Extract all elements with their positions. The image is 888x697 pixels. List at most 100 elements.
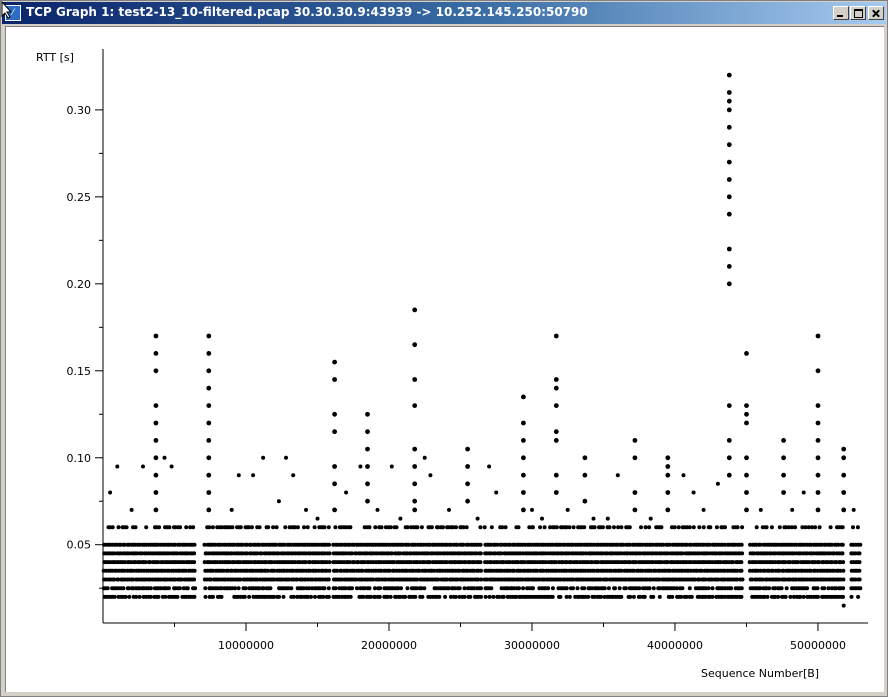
rtt-point — [163, 594, 168, 599]
rtt-point — [813, 525, 818, 530]
rtt-point — [206, 455, 212, 461]
title-bar[interactable]: ⁄ TCP Graph 1: test2-13_10-filtered.pcap… — [2, 2, 886, 24]
rtt-point — [500, 525, 505, 530]
rtt-point — [784, 586, 789, 591]
rtt-point — [495, 542, 500, 547]
rtt-point — [665, 551, 670, 556]
minimize-button[interactable] — [833, 6, 849, 20]
rtt-point — [841, 472, 847, 478]
rtt-point — [521, 507, 526, 513]
rtt-point — [365, 498, 370, 504]
rtt-point — [542, 525, 547, 530]
rtt-point — [261, 586, 266, 591]
rtt-point — [276, 551, 281, 556]
rtt-point — [651, 542, 655, 547]
rtt-point — [134, 594, 139, 599]
rtt-point — [674, 586, 679, 591]
rtt-point — [697, 525, 702, 530]
rtt-point — [268, 586, 273, 591]
rtt-point — [632, 568, 637, 573]
rtt-point — [348, 525, 353, 530]
rtt-point — [681, 473, 686, 478]
rtt-point — [457, 586, 462, 591]
rtt-point — [206, 438, 212, 443]
rtt-point — [521, 455, 526, 461]
rtt-point — [185, 586, 190, 591]
graph-canvas-area[interactable]: 0.05 0.10 0.15 0.20 0.25 0.30 10000000 2000000… — [5, 26, 884, 692]
rtt-point — [177, 586, 182, 591]
rtt-point — [637, 586, 642, 591]
rtt-point — [274, 542, 279, 547]
rtt-point — [596, 560, 601, 565]
rtt-point — [840, 542, 845, 547]
rtt-point — [605, 516, 610, 521]
x-tick-label: 30000000 — [504, 639, 560, 652]
rtt-point — [744, 455, 749, 461]
rtt-point — [554, 525, 559, 530]
rtt-point — [553, 438, 559, 443]
rtt-point — [291, 568, 296, 573]
rtt-point — [650, 560, 655, 565]
rtt-point — [520, 577, 525, 582]
rtt-point — [202, 542, 207, 547]
rtt-point — [192, 551, 197, 556]
rtt-point — [137, 594, 142, 599]
rtt-point — [248, 542, 253, 547]
rtt-point — [192, 577, 197, 582]
rtt-point — [240, 542, 245, 547]
rtt-point — [739, 560, 744, 565]
rtt-point — [723, 525, 727, 530]
rtt-scatter-chart[interactable]: 0.05 0.10 0.15 0.20 0.25 0.30 10000000 2000000… — [6, 27, 883, 691]
rtt-point — [344, 490, 349, 495]
close-button[interactable] — [868, 6, 884, 20]
rtt-point — [184, 525, 189, 530]
rtt-point — [609, 568, 614, 573]
rtt-point — [177, 542, 182, 547]
rtt-point — [236, 473, 241, 478]
rtt-point — [303, 560, 308, 565]
rtt-point — [564, 594, 569, 599]
rtt-point — [516, 560, 521, 565]
rtt-point — [701, 507, 706, 512]
rtt-point — [705, 551, 710, 556]
rtt-point — [306, 586, 311, 591]
rtt-point — [617, 586, 622, 591]
rtt-point — [540, 516, 544, 521]
rtt-point — [726, 281, 732, 287]
rtt-point — [404, 568, 409, 573]
rtt-point — [169, 464, 174, 469]
rtt-point — [744, 351, 749, 356]
rtt-point — [522, 542, 527, 547]
rtt-point — [499, 551, 504, 556]
rtt-point — [817, 560, 822, 565]
rtt-point — [815, 472, 821, 478]
rtt-point — [436, 577, 441, 582]
rtt-point — [739, 594, 744, 599]
rtt-point — [550, 542, 555, 547]
rtt-point — [327, 551, 332, 556]
rtt-point — [819, 542, 824, 547]
rtt-point — [261, 455, 266, 460]
rtt-point — [310, 586, 314, 591]
rtt-point — [777, 577, 782, 582]
rtt-point — [332, 429, 337, 435]
rtt-point — [740, 525, 745, 530]
rtt-point — [131, 577, 135, 582]
rtt-point — [332, 481, 337, 487]
rtt-point — [841, 507, 847, 513]
rtt-point — [127, 551, 131, 556]
rtt-point — [417, 568, 422, 573]
rtt-point — [834, 560, 839, 565]
rtt-point — [697, 577, 702, 582]
rtt-point — [643, 525, 648, 530]
rtt-point — [412, 307, 418, 313]
rtt-point — [281, 594, 286, 599]
rtt-point — [173, 542, 178, 547]
rtt-point — [632, 507, 638, 513]
rtt-point — [203, 586, 208, 591]
rtt-point — [571, 577, 575, 582]
rtt-point — [691, 525, 696, 530]
rtt-point — [667, 542, 672, 547]
maximize-button[interactable] — [850, 6, 866, 20]
rtt-point — [739, 542, 744, 547]
